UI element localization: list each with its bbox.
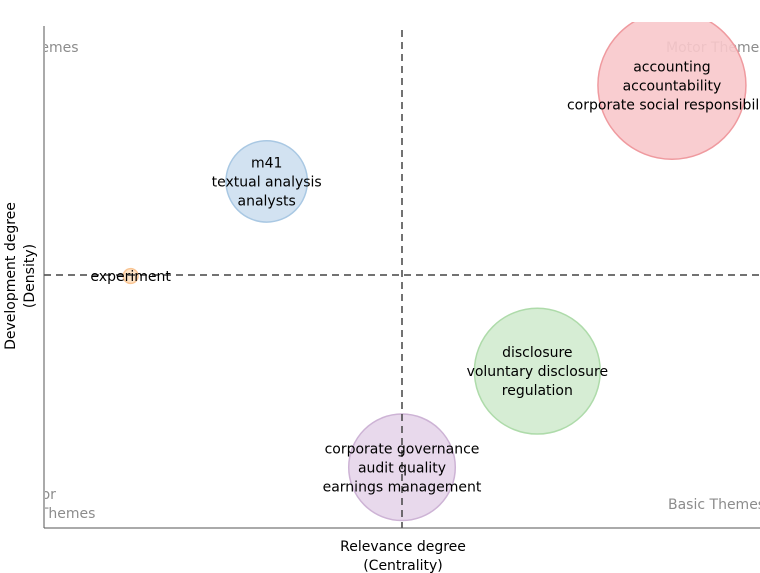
theme-bubble-2	[122, 267, 139, 285]
bubble-label-1-1: textual analysis	[212, 174, 322, 190]
quadrant-label-bottom-right: Basic Themes	[668, 497, 760, 513]
bubble-label-0-0: accounting	[633, 59, 710, 75]
theme-bubble-0	[597, 22, 747, 160]
theme-bubble-1	[225, 139, 309, 223]
x-axis-title: (Centrality)	[363, 558, 443, 573]
quadrant-label-top-left: Niche Themes	[0, 40, 79, 56]
bubble-label-3-1: voluntary disclosure	[467, 364, 609, 380]
bubble-label-1-2: analysts	[238, 193, 296, 209]
x-axis-title: Relevance degree	[340, 539, 466, 555]
bubble-label-3-2: regulation	[502, 383, 573, 399]
bubble-label-4-1: audit quality	[358, 460, 446, 476]
bubble-label-0-1: accountability	[623, 78, 722, 94]
bubble-label-4-0: corporate governance	[325, 441, 480, 457]
bubble-label-layer: accounting accountability corporate social…	[90, 59, 760, 495]
quadrant-label-bottom-left: Declining Themes	[0, 506, 95, 522]
bubble-label-4-2: earnings management	[323, 479, 482, 495]
y-axis-title: Development degree	[3, 202, 19, 350]
bubble-label-3-0: disclosure	[502, 345, 572, 361]
quadrant-label-bottom-left: Emerging or	[0, 487, 56, 503]
theme-bubble-3	[473, 307, 601, 435]
bubble-label-0-2: corporate social responsibility	[567, 97, 760, 113]
y-axis-title: (Density)	[22, 244, 38, 308]
bubble-label-1-0: m41	[251, 155, 282, 171]
bubble-label-2-0: experiment	[90, 269, 171, 285]
axis-layer: Relevance degree (Centrality) Development …	[3, 26, 760, 573]
bubble-layer	[122, 22, 747, 522]
